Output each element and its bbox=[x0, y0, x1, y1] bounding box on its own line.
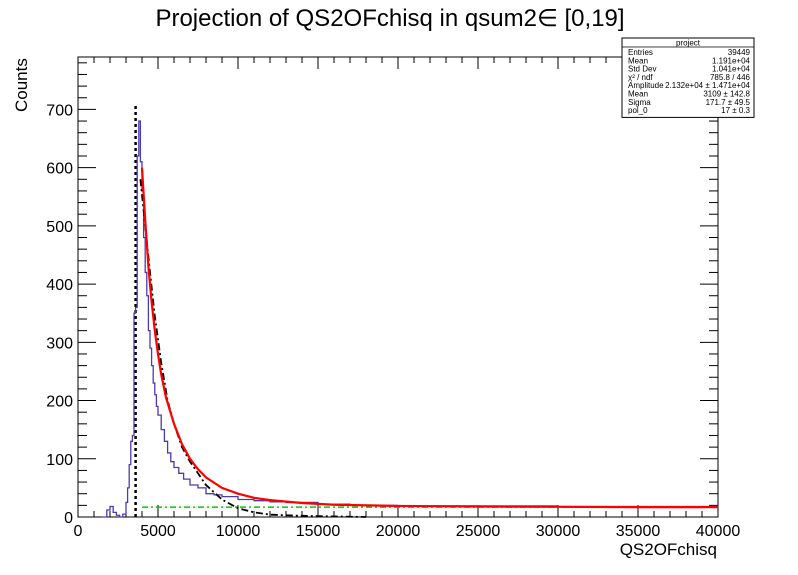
stats-row-value: 1.191e+04 bbox=[712, 56, 751, 65]
y-tick-label: 500 bbox=[46, 219, 73, 236]
x-tick-label: 10000 bbox=[216, 523, 261, 540]
stats-row-value: 39449 bbox=[728, 48, 751, 57]
stats-row-value: 785.8 / 446 bbox=[710, 73, 751, 82]
stats-row-label: χ² / ndf bbox=[628, 73, 653, 82]
histogram-series bbox=[102, 120, 719, 518]
total-fit-line bbox=[140, 167, 718, 509]
x-tick-label: 15000 bbox=[296, 523, 341, 540]
stats-box-frame bbox=[621, 37, 755, 118]
component-fit-line bbox=[139, 179, 367, 518]
stats-row-label: Entries bbox=[628, 48, 653, 57]
x-tick-label: 25000 bbox=[456, 523, 501, 540]
stats-row-label: Mean bbox=[628, 90, 648, 99]
x-axis-label: QS2OFchisq bbox=[620, 540, 717, 559]
stats-row-label: Sigma bbox=[628, 98, 651, 107]
y-axis-label: Counts bbox=[12, 58, 31, 112]
x-tick-label: 30000 bbox=[536, 523, 581, 540]
x-tick-label: 40000 bbox=[696, 523, 741, 540]
stats-row-value: 17 ± 0.3 bbox=[721, 106, 750, 115]
stats-box-title: project bbox=[676, 39, 701, 48]
stats-row-label: pol_0 bbox=[628, 106, 648, 115]
y-tick-label: 100 bbox=[46, 452, 73, 469]
stats-row-value: 2.132e+04 ± 1.471e+04 bbox=[665, 81, 750, 90]
y-tick-label: 700 bbox=[46, 102, 73, 119]
stats-box: project Entries 39449 Mean 1.191e+04 Std Dev 1… bbox=[621, 37, 755, 118]
stats-row-label: Std Dev bbox=[628, 65, 656, 74]
y-tick-label: 400 bbox=[46, 277, 73, 294]
x-tick-label: 20000 bbox=[376, 523, 421, 540]
axis-ticks: 0 5000 10000 15000 20000 25000 30000 35000 40000… bbox=[46, 57, 740, 540]
plot-area bbox=[102, 103, 719, 518]
stats-row-value: 3109 ± 142.8 bbox=[703, 90, 750, 99]
stats-row-label: Amplitude bbox=[628, 81, 664, 90]
y-tick-label: 0 bbox=[64, 510, 73, 527]
x-tick-label: 5000 bbox=[140, 523, 176, 540]
y-tick-label: 600 bbox=[46, 161, 73, 178]
x-tick-label: 0 bbox=[74, 523, 83, 540]
y-tick-label: 200 bbox=[46, 394, 73, 411]
stats-row-label: Mean bbox=[628, 56, 648, 65]
plot-frame bbox=[77, 56, 719, 518]
y-tick-label: 300 bbox=[46, 335, 73, 352]
stats-row-value: 1.041e+04 bbox=[712, 65, 751, 74]
x-tick-label: 35000 bbox=[616, 523, 661, 540]
stats-row-value: 171.7 ± 49.5 bbox=[706, 98, 751, 107]
chart-title: Projection of QS2OFchisq in qsum2∈ [0,19… bbox=[155, 5, 624, 32]
